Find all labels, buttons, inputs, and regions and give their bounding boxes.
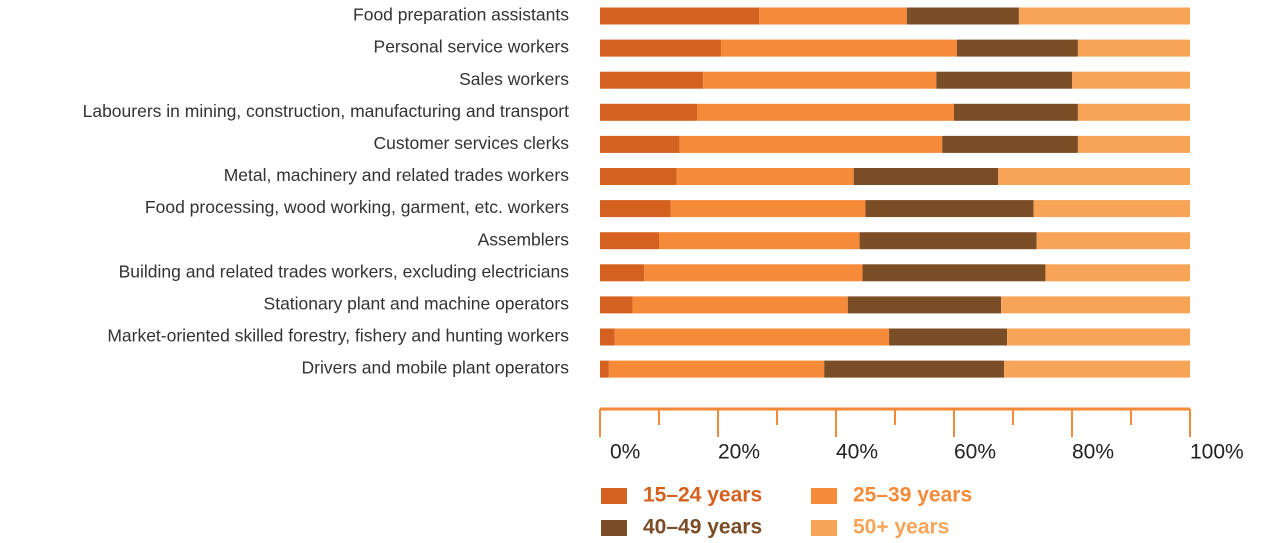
- category-label: Stationary plant and machine operators: [264, 294, 570, 314]
- bar-segment: [600, 200, 671, 218]
- category-label: Assemblers: [478, 229, 570, 249]
- bar-segment: [600, 71, 704, 89]
- bar-segment: [865, 200, 1034, 218]
- legend-swatch: [601, 520, 627, 536]
- bar-segment: [697, 103, 954, 121]
- bar-segment: [600, 7, 760, 25]
- category-label: Market-oriented skilled forestry, fisher…: [107, 326, 569, 346]
- bar-segment: [859, 232, 1037, 250]
- category-label: Labourers in mining, construction, manuf…: [83, 101, 570, 121]
- category-label: Sales workers: [459, 69, 569, 89]
- category-label: Food processing, wood working, garment, …: [145, 197, 569, 217]
- bar-segment: [676, 168, 854, 185]
- bar-segment: [600, 232, 659, 250]
- bar-segment: [954, 103, 1078, 121]
- x-tick-label: 0%: [610, 441, 640, 464]
- bar-segment: [632, 296, 848, 314]
- bar-segment: [889, 328, 1008, 346]
- bar-segment: [600, 360, 609, 378]
- bar-segment: [1036, 232, 1190, 250]
- bar-segment: [1077, 103, 1190, 121]
- category-label: Personal service workers: [374, 37, 570, 57]
- bar-segment: [703, 71, 937, 89]
- legend-label: 15–24 years: [643, 484, 762, 507]
- bar-segment: [608, 360, 825, 378]
- legend-label: 25–39 years: [853, 484, 972, 507]
- x-tick-label: 80%: [1072, 441, 1114, 464]
- bar-segment: [936, 71, 1072, 89]
- bar-segment: [600, 103, 698, 121]
- x-tick-label: 40%: [836, 441, 878, 464]
- bar-segment: [956, 39, 1078, 57]
- legend-label: 50+ years: [853, 516, 949, 539]
- bar-segment: [847, 296, 1002, 314]
- bar-segment: [906, 7, 1019, 25]
- bar-segment: [659, 232, 860, 250]
- x-tick-label: 20%: [718, 441, 760, 464]
- legend-swatch: [811, 488, 837, 504]
- bar-segment: [600, 296, 633, 314]
- bar-segment: [614, 328, 890, 346]
- bar-segment: [670, 200, 866, 218]
- bar-segment: [1072, 71, 1190, 89]
- bar-segment: [862, 264, 1046, 282]
- x-tick-label: 60%: [954, 441, 996, 464]
- bar-segment: [942, 135, 1078, 153]
- bar-segment: [759, 7, 907, 25]
- bar-segment: [1045, 264, 1190, 282]
- legend-swatch: [601, 488, 627, 504]
- bar-segment: [1001, 296, 1190, 314]
- bar-segment: [853, 168, 999, 185]
- x-tick-label: 100%: [1190, 441, 1244, 464]
- bar-segment: [600, 135, 680, 153]
- category-label: Food preparation assistants: [353, 5, 569, 25]
- bar-segment: [1077, 39, 1190, 57]
- bar-segment: [600, 168, 677, 185]
- bar-segment: [1033, 200, 1190, 218]
- bar-segment: [1018, 7, 1190, 25]
- category-label: Metal, machinery and related trades work…: [224, 165, 570, 185]
- category-label: Drivers and mobile plant operators: [302, 358, 570, 378]
- bar-segment: [679, 135, 943, 153]
- bar-segment: [1007, 328, 1190, 346]
- bar-segment: [600, 264, 645, 282]
- bar-segment: [824, 360, 1005, 378]
- bar-segment: [720, 39, 957, 57]
- legend-label: 40–49 years: [643, 516, 762, 539]
- bar-segment: [1077, 135, 1190, 153]
- bar-segment: [1004, 360, 1190, 378]
- legend-swatch: [811, 520, 837, 536]
- category-label: Building and related trades workers, exc…: [119, 261, 570, 281]
- bar-segment: [998, 168, 1190, 185]
- category-label: Customer services clerks: [374, 133, 570, 153]
- bar-segment: [644, 264, 863, 282]
- bar-segment: [600, 39, 721, 57]
- bar-segment: [600, 328, 615, 346]
